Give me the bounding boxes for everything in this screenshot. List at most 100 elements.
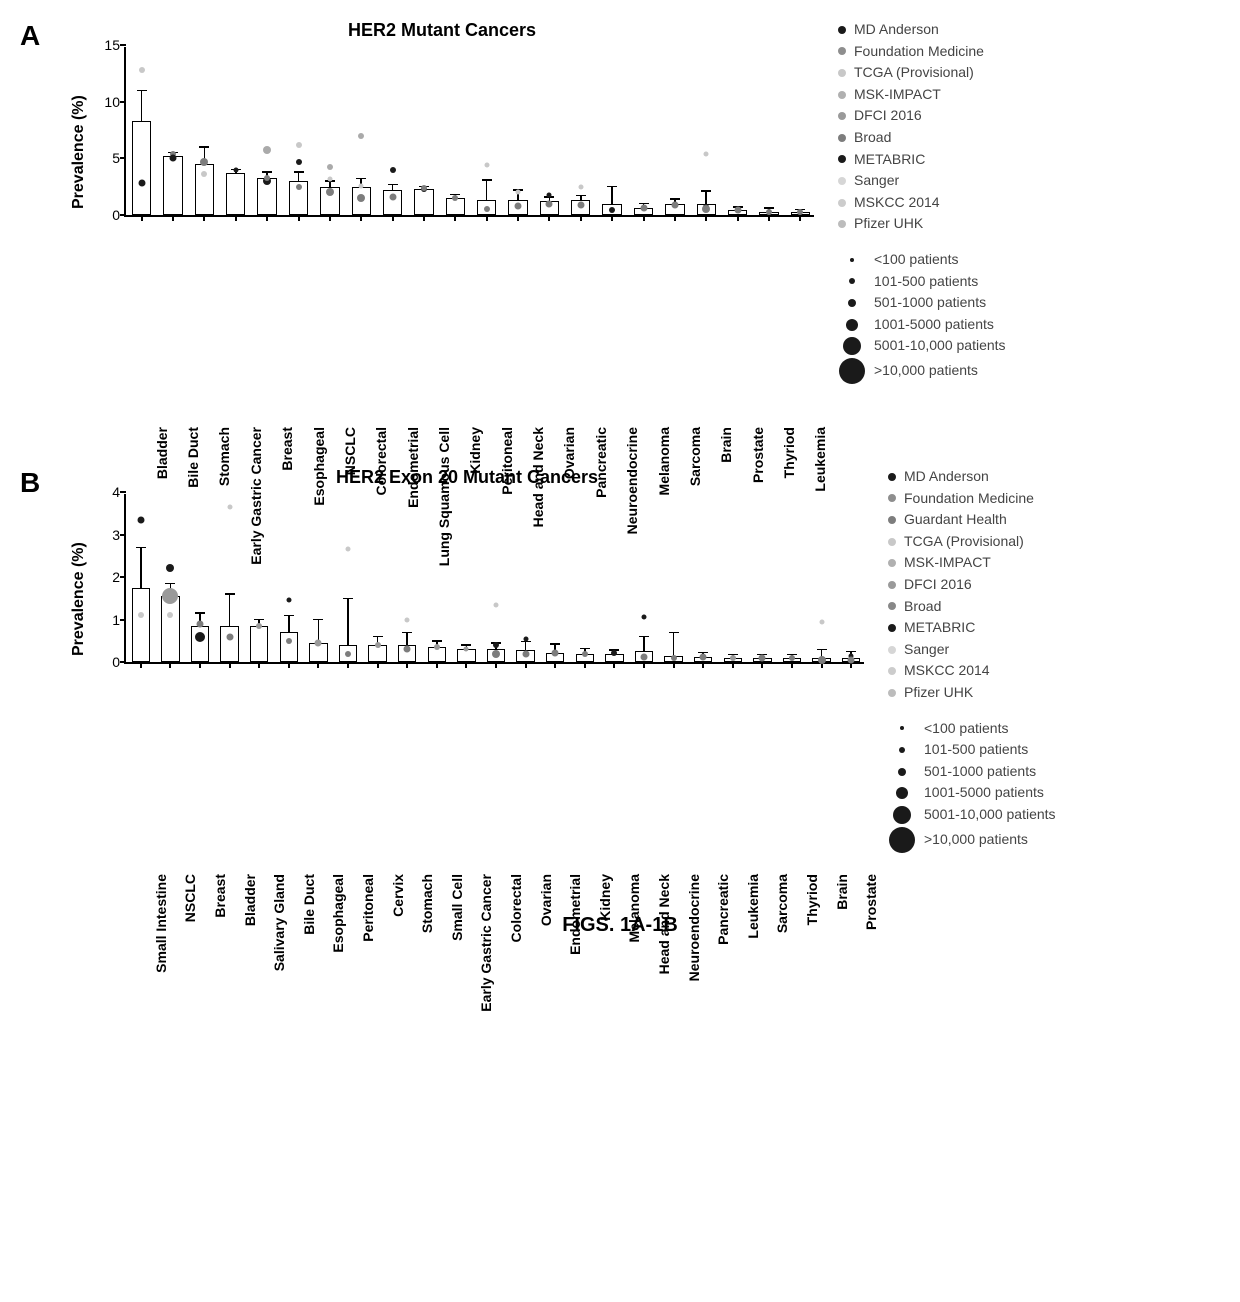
category-label: Endometrial: [559, 874, 583, 955]
data-point: [296, 184, 302, 190]
legend-size-row: 501-1000 patients: [888, 762, 1220, 782]
legend-size-icon: [846, 319, 858, 331]
legend-source-label: MSKCC 2014: [854, 193, 940, 213]
chart-a-xlabels: BladderBile DuctStomachEarly Gastric Can…: [124, 217, 814, 427]
legend-source-row: Guardant Health: [888, 510, 1220, 530]
error-cap: [402, 632, 412, 634]
data-point: [609, 207, 615, 213]
category-label: Bladder: [234, 874, 258, 926]
error-cap: [262, 171, 272, 173]
legend-swatch-icon: [838, 112, 846, 120]
legend-swatch-icon: [838, 199, 846, 207]
data-point: [195, 632, 205, 642]
data-point: [515, 202, 522, 209]
data-point: [346, 547, 351, 552]
category-label: Brain: [710, 427, 734, 463]
legend-size-icon: [898, 768, 906, 776]
data-point: [611, 650, 617, 656]
legend-b: MD AndersonFoundation MedicineGuardant H…: [864, 467, 1220, 855]
data-point: [357, 194, 365, 202]
data-point: [789, 655, 795, 661]
legend-swatch-icon: [888, 559, 896, 567]
data-point: [700, 653, 707, 660]
error-cap: [580, 648, 590, 650]
error-cap: [669, 632, 679, 634]
category-label: Sarcoma: [679, 427, 703, 486]
panel-a-row: A HER2 Mutant Cancers Prevalence (%) 051…: [20, 20, 1220, 427]
error-cap: [225, 593, 235, 595]
data-point: [264, 175, 270, 181]
category-label: Leukemia: [737, 874, 761, 939]
data-point: [523, 636, 528, 641]
chart-b-ylabel: Prevalence (%): [70, 542, 88, 656]
category-label: Breast: [271, 427, 295, 471]
category-label: NSCLC: [174, 874, 198, 922]
category-label: Small Cell: [441, 874, 465, 941]
legend-source-label: TCGA (Provisional): [904, 532, 1024, 552]
legend-size-row: <100 patients: [838, 250, 1220, 270]
ytick-mark: [120, 576, 126, 578]
error-cap: [313, 619, 323, 621]
chart-a-title: HER2 Mutant Cancers: [70, 20, 814, 41]
bar: [414, 189, 433, 215]
category-label: Stomach: [411, 874, 435, 933]
data-point: [233, 167, 238, 172]
legend-size-row: 5001-10,000 patients: [838, 336, 1220, 356]
error-bar: [298, 172, 300, 181]
bar: [250, 626, 268, 662]
data-point: [286, 598, 291, 603]
error-cap: [199, 146, 209, 148]
category-label: Head and Neck: [648, 874, 672, 974]
legend-source-row: MSKCC 2014: [888, 661, 1220, 681]
legend-size-icon: [839, 358, 865, 384]
legend-size-row: 501-1000 patients: [838, 293, 1220, 313]
data-point: [421, 185, 427, 191]
data-point: [404, 646, 411, 653]
legend-source-row: METABRIC: [888, 618, 1220, 638]
error-cap: [343, 598, 353, 600]
legend-source-label: TCGA (Provisional): [854, 63, 974, 83]
error-cap: [294, 171, 304, 173]
data-point: [315, 639, 322, 646]
error-bar: [141, 90, 143, 121]
legend-source-label: Foundation Medicine: [854, 42, 984, 62]
data-point: [327, 176, 332, 181]
data-point: [390, 167, 396, 173]
category-label: Prostate: [855, 874, 879, 930]
panel-b-row: B HER2 Exon 20 Mutant Cancers Prevalence…: [20, 467, 1220, 874]
legend-source-row: DFCI 2016: [888, 575, 1220, 595]
legend-size-label: 101-500 patients: [924, 740, 1028, 760]
legend-swatch-icon: [888, 602, 896, 610]
category-label: Pancreatic: [585, 427, 609, 498]
data-point: [494, 602, 499, 607]
legend-a: MD AndersonFoundation MedicineTCGA (Prov…: [814, 20, 1220, 386]
legend-source-label: METABRIC: [904, 618, 975, 638]
bar: [220, 626, 238, 662]
error-cap: [846, 651, 856, 653]
legend-swatch-icon: [888, 624, 896, 632]
legend-source-label: DFCI 2016: [854, 106, 922, 126]
legend-source-label: METABRIC: [854, 150, 925, 170]
legend-source-row: Foundation Medicine: [838, 42, 1220, 62]
data-point: [642, 615, 647, 620]
category-label: Colorectal: [500, 874, 524, 942]
category-label: Breast: [204, 874, 228, 918]
chart-a-ylabel: Prevalence (%): [70, 95, 88, 209]
legend-source-row: DFCI 2016: [838, 106, 1220, 126]
data-point: [484, 206, 490, 212]
error-bar: [329, 181, 331, 187]
error-bar: [525, 642, 527, 651]
data-point: [516, 190, 521, 195]
category-label: Bladder: [146, 427, 170, 479]
legend-swatch-icon: [888, 646, 896, 654]
error-cap: [373, 636, 383, 638]
legend-swatch-icon: [838, 69, 846, 77]
category-label: Esophageal: [322, 874, 346, 953]
category-label: Ovarian: [553, 427, 577, 479]
legend-size-icon: [889, 827, 915, 853]
ytick-mark: [120, 214, 126, 216]
legend-swatch-icon: [838, 177, 846, 185]
legend-source-label: Sanger: [854, 171, 899, 191]
data-point: [327, 164, 333, 170]
legend-source-row: Sanger: [888, 640, 1220, 660]
